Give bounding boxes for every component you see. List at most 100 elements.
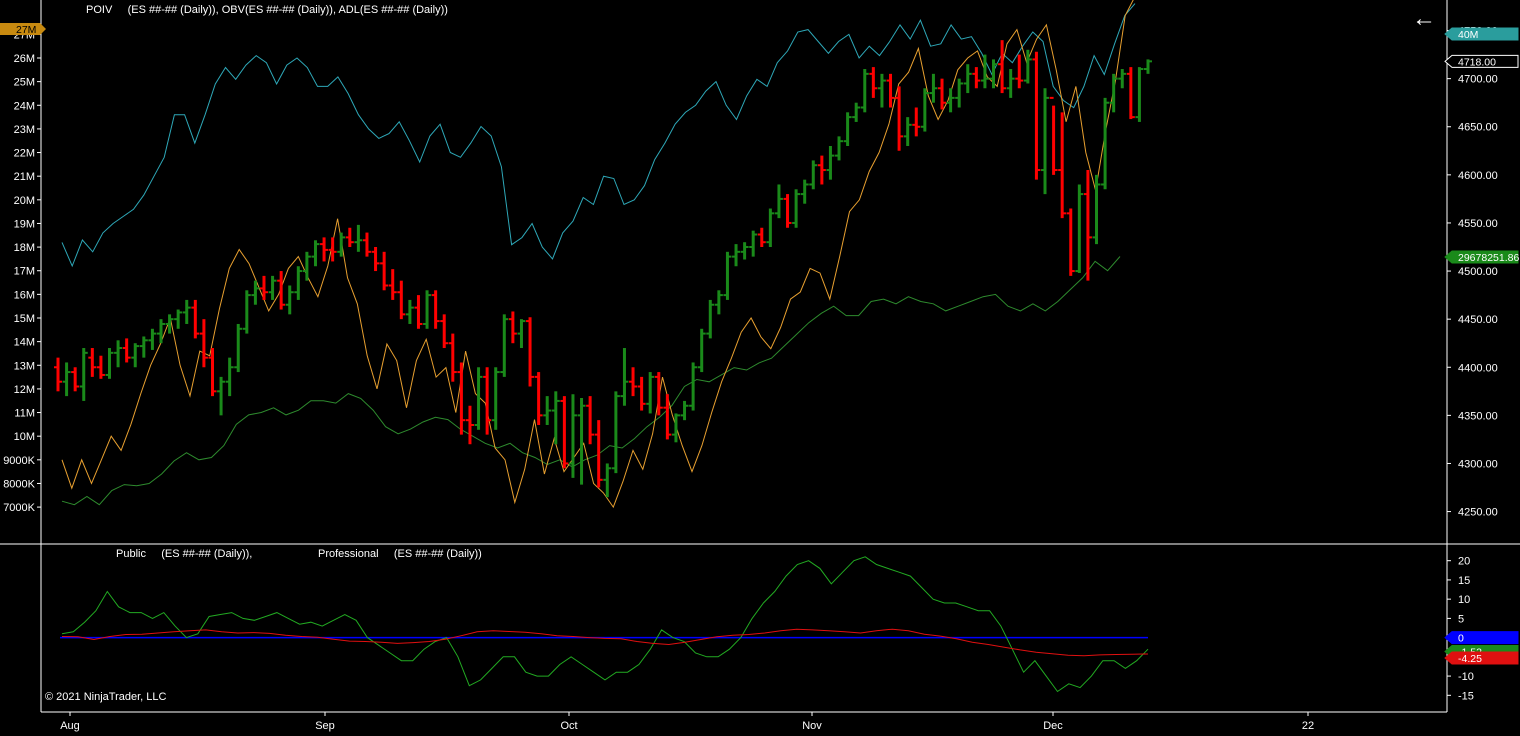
bottom-tick-label: 15 (1458, 575, 1470, 587)
ohlc-bar (199, 319, 208, 368)
adl-last-marker: 29678251.86 (1444, 250, 1519, 264)
volume-tick-label: 20M (14, 195, 35, 207)
time-tick-label: Dec (1043, 720, 1063, 732)
ohlc-bar (646, 372, 655, 414)
ohlc-bar (706, 299, 715, 339)
ohlc-bar (54, 357, 62, 392)
volume-marker-shape (0, 23, 46, 35)
ohlc-bar (1135, 67, 1144, 122)
ohlc-bar (62, 362, 71, 397)
ohlc-bar (388, 269, 397, 300)
close-last-marker-text: 4718.00 (1458, 56, 1496, 68)
zero-marker-text: 0 (1458, 633, 1464, 645)
ohlc-bar (242, 290, 251, 334)
ohlc-bar (234, 323, 243, 373)
ohlc-bar (122, 338, 131, 363)
ohlc-bar (723, 251, 732, 300)
ohlc-bar (457, 362, 466, 435)
ohlc-bar (689, 362, 698, 411)
ohlc-bar (817, 155, 826, 185)
volume-tick-label: 22M (14, 148, 35, 160)
ohlc-bar (337, 232, 346, 257)
ohlc-bar (500, 314, 509, 377)
time-tick-label: Sep (315, 720, 335, 732)
bottom-tick-label: 10 (1458, 594, 1470, 606)
ohlc-bar (972, 67, 981, 89)
ohlc-bar (277, 271, 286, 310)
ohlc-bar (483, 367, 492, 435)
volume-tick-label: 21M (14, 171, 35, 183)
volume-tick-label: 15M (14, 313, 35, 325)
ohlc-bar (1126, 67, 1135, 120)
volume-tick-label: 8000K (3, 478, 35, 490)
ohlc-bar (620, 348, 629, 406)
time-tick-label: 22 (1302, 720, 1314, 732)
ohlc-bar (1092, 174, 1101, 245)
volume-tick-label: 7000K (3, 502, 35, 514)
ohlc-bar (663, 394, 672, 440)
ohlc-bar (268, 275, 277, 300)
ohlc-bar (852, 102, 861, 122)
adl-line (61, 256, 1121, 506)
volume-tick-label: 13M (14, 360, 35, 372)
ohlc-bar (174, 309, 183, 329)
ohlc-bar (251, 280, 260, 305)
ohlc-bar (1006, 69, 1015, 98)
ohlc-bar (920, 88, 929, 132)
price-tick-label: 4600.00 (1458, 170, 1498, 182)
back-arrow-icon[interactable]: ← (1412, 5, 1436, 32)
professional-label: Professional (ES ##-## (Daily)) (318, 548, 482, 560)
price-bars (54, 40, 1152, 498)
ohlc-bar (998, 40, 1007, 94)
time-axis: Aug Sep Oct Nov Dec 22 (60, 712, 1314, 732)
volume-tick-label: 11M (14, 408, 35, 420)
ohlc-bar (131, 343, 140, 368)
ohlc-bar (714, 290, 723, 315)
ohlc-bar (586, 396, 595, 445)
ohlc-bar (886, 73, 895, 108)
close-last-marker-shape (1444, 54, 1519, 68)
ohlc-bar (860, 69, 869, 113)
ohlc-bar (1083, 170, 1092, 281)
ohlc-bar (414, 295, 423, 329)
ohlc-bar (697, 328, 706, 373)
ohlc-bar (946, 88, 955, 113)
time-tick-label: Aug (60, 720, 80, 732)
ohlc-bar (766, 208, 775, 248)
ohlc-bar (380, 251, 389, 291)
ohlc-bar (749, 230, 758, 257)
bottom-tick-label: 20 (1458, 556, 1470, 568)
ohlc-bar (491, 367, 500, 430)
ohlc-bar (792, 189, 801, 228)
volume-marker: 27M (0, 23, 46, 36)
volume-tick-label: 16M (14, 289, 35, 301)
time-tick-label: Nov (802, 720, 822, 732)
ohlc-bar (71, 367, 80, 392)
ohlc-bar (740, 242, 749, 260)
ohlc-bar (371, 247, 380, 272)
ohlc-bar (423, 290, 432, 329)
ohlc-bar (869, 67, 878, 98)
ohlc-bar (809, 160, 818, 190)
ohlc-bar (629, 367, 638, 397)
volume-tick-label: 18M (14, 242, 35, 254)
bottom-tick-label: -10 (1458, 671, 1474, 683)
ohlc-bar (732, 244, 741, 267)
obv-line (61, 3, 1136, 268)
professional-last-marker-text: -4.25 (1458, 653, 1482, 665)
ohlc-bar (963, 64, 972, 94)
price-tick-label: 4300.00 (1458, 458, 1498, 470)
ohlc-bar (431, 290, 440, 329)
ohlc-bar (955, 78, 964, 108)
ohlc-bar (225, 357, 234, 397)
ohlc-bar (1101, 97, 1110, 190)
ohlc-bar (543, 396, 552, 425)
ohlc-bar (551, 391, 560, 445)
ohlc-bar (320, 237, 329, 262)
obv-last-marker: 40M (1444, 27, 1519, 41)
volume-tick-label: 23M (14, 124, 35, 136)
ohlc-bar (79, 348, 88, 401)
ohlc-bar (680, 400, 689, 421)
ohlc-bar (440, 314, 449, 349)
